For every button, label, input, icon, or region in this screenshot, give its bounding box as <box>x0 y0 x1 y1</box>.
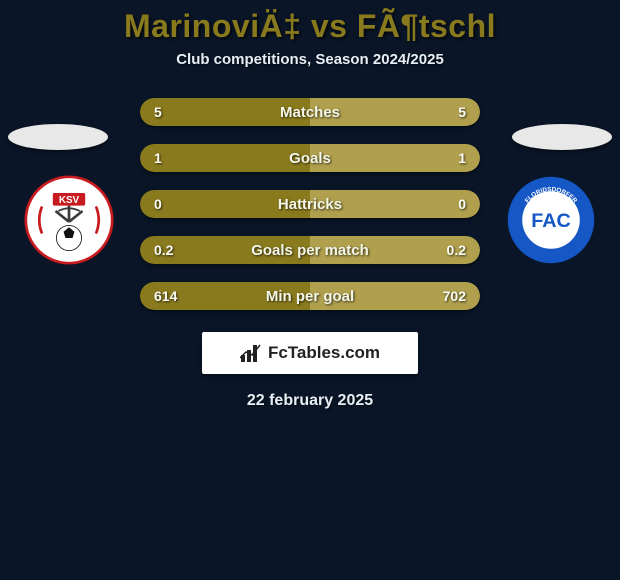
stat-value-left: 1 <box>154 150 162 166</box>
bar-chart-icon <box>240 343 262 363</box>
svg-text:KSV: KSV <box>59 195 80 206</box>
club-crest-right: FAC FLORIDSDORFER <box>506 175 596 265</box>
comparison-card: MarinoviÄ‡ vs FÃ¶tschl Club competitions… <box>0 0 620 450</box>
stat-bar-right <box>310 144 480 172</box>
player-photo-right <box>512 124 612 150</box>
stat-row-goals-per-match: 0.2 Goals per match 0.2 <box>140 236 480 264</box>
club-crest-left: KSV <box>24 175 114 265</box>
brand-link[interactable]: FcTables.com <box>202 332 418 374</box>
stat-label: Goals <box>289 150 331 167</box>
player-photo-left <box>8 124 108 150</box>
stat-label: Hattricks <box>278 196 342 213</box>
date-caption: 22 february 2025 <box>0 392 620 410</box>
stat-value-left: 0 <box>154 196 162 212</box>
stat-value-right: 1 <box>458 150 466 166</box>
stat-label: Matches <box>280 104 340 121</box>
stat-value-left: 0.2 <box>154 242 173 258</box>
page-title: MarinoviÄ‡ vs FÃ¶tschl <box>0 8 620 45</box>
stat-label: Goals per match <box>251 242 369 259</box>
stat-bar-left <box>140 144 310 172</box>
stat-row-hattricks: 0 Hattricks 0 <box>140 190 480 218</box>
svg-text:FAC: FAC <box>531 210 571 232</box>
stats-table: 5 Matches 5 1 Goals 1 0 Hattricks 0 0.2 … <box>140 98 480 310</box>
subtitle: Club competitions, Season 2024/2025 <box>0 51 620 68</box>
stat-value-right: 0 <box>458 196 466 212</box>
stat-label: Min per goal <box>266 288 354 305</box>
stat-row-goals: 1 Goals 1 <box>140 144 480 172</box>
brand-text: FcTables.com <box>268 343 380 363</box>
stat-value-right: 0.2 <box>447 242 466 258</box>
stat-row-min-per-goal: 614 Min per goal 702 <box>140 282 480 310</box>
stat-value-left: 5 <box>154 104 162 120</box>
stat-value-right: 5 <box>458 104 466 120</box>
stat-row-matches: 5 Matches 5 <box>140 98 480 126</box>
stat-value-left: 614 <box>154 288 177 304</box>
stat-value-right: 702 <box>443 288 466 304</box>
